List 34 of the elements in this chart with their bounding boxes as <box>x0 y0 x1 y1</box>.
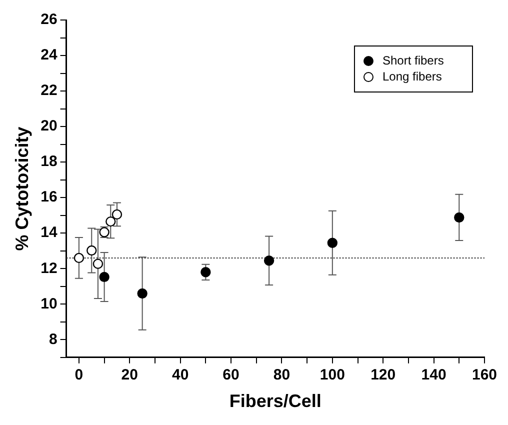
x-tick-label: 140 <box>421 366 446 384</box>
y-tick-label: 14 <box>40 224 58 242</box>
y-tick-label: 26 <box>40 11 58 28</box>
point <box>327 238 338 248</box>
y-tick-label: 20 <box>40 118 58 135</box>
point <box>92 258 104 269</box>
point <box>454 212 464 223</box>
y-tick-label: 22 <box>40 82 58 100</box>
point <box>137 288 148 299</box>
x-tick-label: 0 <box>74 366 84 384</box>
x-tick-label: 100 <box>320 366 345 384</box>
x-tick-label: 80 <box>273 366 290 384</box>
point <box>74 252 84 264</box>
point <box>200 267 211 278</box>
x-tick-label: 20 <box>121 366 138 384</box>
point <box>99 272 110 282</box>
x-tick-label: 160 <box>472 366 497 384</box>
y-tick-label: 12 <box>40 260 58 277</box>
y-axis-title: % Cytotoxicity <box>12 126 32 251</box>
y-tick-label: 18 <box>40 153 58 170</box>
point <box>112 209 122 220</box>
legend-label: Long fibers <box>382 69 442 84</box>
point <box>264 256 274 266</box>
x-tick-label: 120 <box>370 366 396 384</box>
y-tick-label: 10 <box>40 295 58 312</box>
legend-label: Short fibers <box>382 53 444 68</box>
x-tick-label: 40 <box>172 366 189 384</box>
point <box>86 245 97 256</box>
x-axis-title: Fibers/Cell <box>229 391 322 412</box>
point <box>106 216 116 227</box>
y-tick-label: 8 <box>48 330 58 348</box>
x-tick-label: 60 <box>222 366 240 384</box>
y-tick-label: 16 <box>40 188 58 206</box>
y-tick-label: 24 <box>40 46 58 64</box>
